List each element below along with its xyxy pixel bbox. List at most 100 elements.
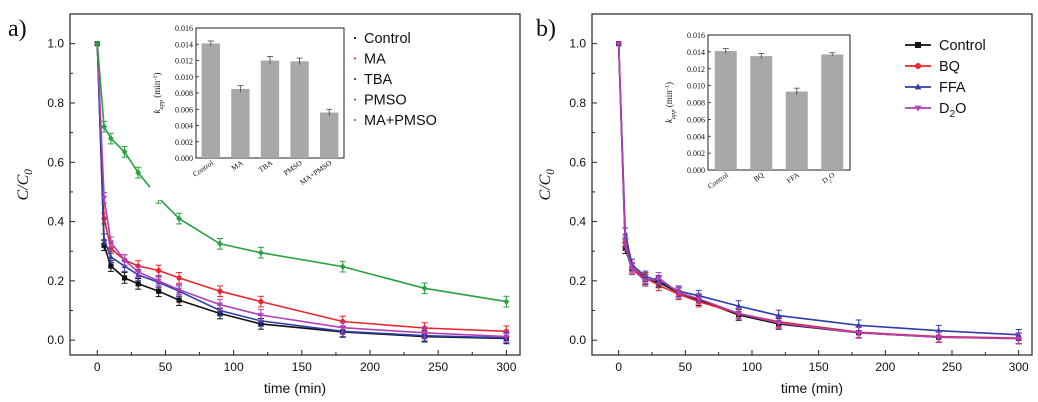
y-axis-title: C/C0 bbox=[15, 169, 35, 201]
data-point-PMSO bbox=[339, 325, 346, 331]
y-tick-label: 0.6 bbox=[47, 155, 64, 169]
y-tick-label: 0.6 bbox=[569, 155, 586, 169]
y-tick-label: 0.2 bbox=[569, 274, 586, 288]
data-point-D2O bbox=[622, 243, 629, 249]
x-tick-label: 200 bbox=[360, 360, 380, 374]
inset-y-tick-label: 0.000 bbox=[175, 154, 193, 163]
inset-y-axis-title: kapp (min-1) bbox=[152, 73, 165, 114]
x-tick-label: 50 bbox=[159, 360, 173, 374]
data-point-Control bbox=[156, 288, 162, 294]
panel-b: 0 50 100 150 200 250 300 0.0 0.2 0.4 0.6 0.8 1.0 time… bbox=[536, 13, 1033, 396]
inset-y-tick-label: 0.014 bbox=[687, 48, 705, 57]
x-tick-label: 250 bbox=[428, 360, 448, 374]
inset-y-axis-title: kapp (min-1) bbox=[664, 82, 677, 123]
data-point-D2O bbox=[735, 311, 742, 317]
legend-label: Control bbox=[939, 38, 986, 54]
legend-label: Control bbox=[364, 31, 411, 47]
data-point-PMSO bbox=[135, 269, 142, 276]
series-line-TBA bbox=[96, 43, 507, 339]
data-point-Control bbox=[135, 281, 141, 287]
inset-y-tick-label: 0.006 bbox=[175, 105, 193, 114]
inset-bar-D2O bbox=[821, 54, 844, 170]
data-point-MA+PMSO bbox=[135, 169, 142, 177]
inset-y-tick-label: 0.002 bbox=[175, 138, 193, 147]
data-point-MA bbox=[217, 288, 223, 294]
series-group bbox=[94, 40, 510, 345]
data-point-TBA bbox=[101, 236, 107, 242]
x-tick-label: 0 bbox=[94, 360, 101, 374]
series-line-D2O bbox=[617, 43, 1019, 340]
y-axis-title: C/C0 bbox=[537, 169, 557, 201]
data-point-PMSO bbox=[108, 240, 114, 246]
data-point-MA+PMSO bbox=[217, 240, 223, 248]
inset-category-label: D2O bbox=[820, 170, 838, 188]
inset-bar-PMSO bbox=[290, 61, 309, 158]
data-point-PMSO bbox=[503, 334, 510, 340]
y-axis-title-sub: 0 bbox=[545, 169, 557, 175]
plot-frame bbox=[591, 13, 1033, 356]
inset-y-tick-label: 0.016 bbox=[687, 31, 705, 40]
data-point-D2O bbox=[675, 290, 682, 296]
data-point-MA bbox=[135, 263, 141, 269]
inset-y-tick-label: 0.012 bbox=[687, 65, 705, 74]
legend-label: TBA bbox=[364, 72, 393, 88]
data-point-D2O bbox=[642, 278, 649, 284]
y-tick-label: 0.0 bbox=[569, 333, 586, 347]
inset-y-tick-label: 0.004 bbox=[687, 132, 705, 141]
data-point-MA+PMSO bbox=[94, 40, 101, 48]
legend-marker bbox=[914, 105, 922, 112]
x-tick-label: 300 bbox=[1009, 360, 1029, 374]
data-point-Control bbox=[176, 297, 182, 303]
data-point-MA bbox=[258, 299, 264, 305]
inset-y-tick-label: 0.014 bbox=[175, 40, 193, 49]
data-point-MA+PMSO bbox=[108, 135, 114, 142]
legend: Control BQ FFA D2O bbox=[905, 38, 986, 120]
inset-bar-chart: 0.000 0.002 0.004 0.006 0.008 0.010 0.012 0.014… bbox=[150, 18, 354, 200]
y-axis-title-main: C/C bbox=[537, 174, 554, 200]
x-tick-label: 200 bbox=[875, 360, 895, 374]
data-point-PMSO bbox=[101, 195, 107, 201]
data-point-MA+PMSO bbox=[503, 298, 510, 306]
data-point-D2O bbox=[935, 335, 942, 341]
data-point-TBA bbox=[108, 254, 114, 260]
inset-bar-MA bbox=[231, 88, 250, 158]
x-axis-title: time (min) bbox=[264, 380, 326, 396]
inset-y-tick-label: 0.016 bbox=[175, 24, 193, 33]
x-tick-label: 50 bbox=[679, 360, 693, 374]
x-tick-label: 100 bbox=[742, 360, 762, 374]
x-tick-label: 300 bbox=[496, 360, 516, 374]
panel-label: b) bbox=[536, 16, 556, 42]
y-axis-title-main: C/C bbox=[15, 174, 32, 200]
inset-bar-chart: 0.000 0.002 0.004 0.006 0.008 0.010 0.012 0.014… bbox=[662, 25, 860, 212]
inset-bar-MA+PMSO bbox=[320, 112, 339, 158]
data-point-D2O bbox=[655, 275, 662, 282]
data-point-Control bbox=[108, 263, 114, 269]
legend-label: MA+PMSO bbox=[364, 113, 437, 129]
data-point-D2O bbox=[775, 320, 782, 327]
inset-bar-Control bbox=[201, 43, 220, 158]
inset-y-tick-label: 0.010 bbox=[687, 82, 705, 91]
inset-y-tick-label: 0.002 bbox=[687, 149, 705, 158]
y-tick-label: 1.0 bbox=[569, 37, 586, 51]
data-point-MA+PMSO bbox=[258, 249, 264, 257]
data-point-MA+PMSO bbox=[176, 215, 182, 222]
data-point-D2O bbox=[695, 296, 702, 302]
inset-background bbox=[150, 18, 354, 200]
y-tick-label: 0.8 bbox=[47, 96, 64, 110]
data-point-D2O bbox=[615, 41, 622, 47]
data-point-PMSO bbox=[258, 312, 264, 319]
legend-label: MA bbox=[364, 52, 386, 68]
data-point-Control bbox=[101, 242, 107, 248]
data-point-PMSO bbox=[155, 278, 162, 284]
panel-a: 0 50 100 150 200 250 300 0.0 0.2 0.4 0.6 0.8 1.0 time… bbox=[8, 13, 521, 396]
data-point-MA bbox=[108, 245, 114, 251]
data-point-PMSO bbox=[217, 302, 223, 308]
legend-label: FFA bbox=[939, 80, 966, 96]
data-point-D2O bbox=[855, 330, 862, 336]
x-axis-title: time (min) bbox=[781, 380, 843, 396]
panel-label: a) bbox=[8, 16, 27, 42]
x-tick-label: 150 bbox=[292, 360, 312, 374]
inset-bar-BQ bbox=[750, 56, 773, 170]
data-point-PMSO bbox=[176, 287, 182, 293]
x-tick-label: 150 bbox=[809, 360, 829, 374]
